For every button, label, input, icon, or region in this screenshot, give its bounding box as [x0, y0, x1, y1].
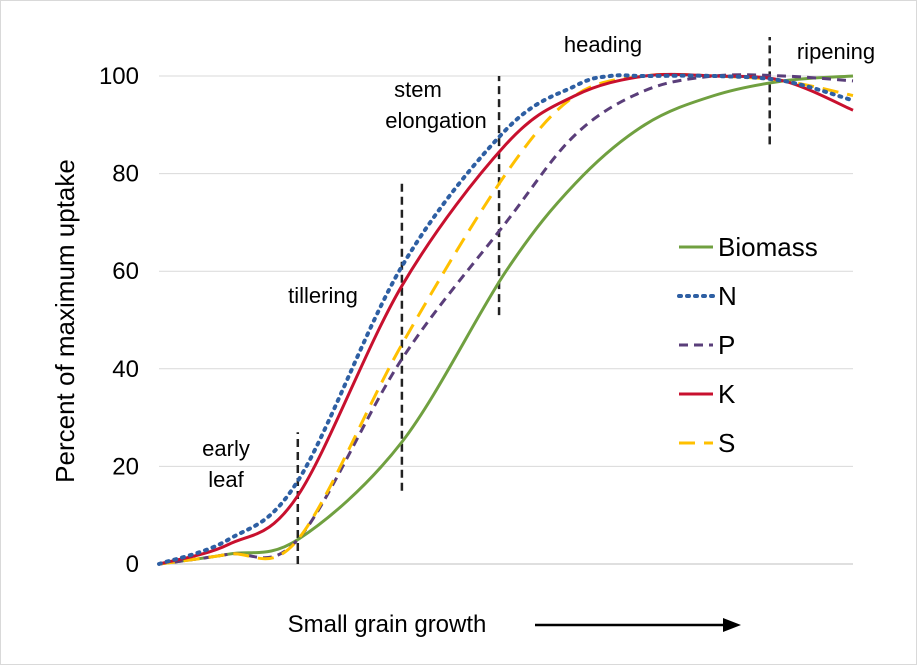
y-tick-40: 40 [112, 356, 139, 383]
legend-label-n: N [718, 281, 737, 311]
legend-label-k: K [718, 379, 736, 409]
series-line-n [157, 73, 855, 566]
gridlines [159, 75, 853, 565]
y-tick-80: 80 [112, 161, 139, 188]
y-tick-100: 100 [99, 63, 139, 90]
y-tick-labels: 0 20 40 60 80 100 [99, 63, 139, 578]
annotation-early-leaf-2: leaf [208, 467, 244, 492]
series-lines [157, 72, 855, 566]
x-direction-arrow [535, 618, 741, 632]
series-line-biomass [158, 74, 854, 566]
y-tick-60: 60 [112, 258, 139, 285]
annotation-tillering: tillering [288, 283, 358, 308]
y-tick-20: 20 [112, 453, 139, 480]
annotation-ripening: ripening [797, 39, 875, 64]
annotation-heading: heading [564, 32, 642, 57]
legend-label-p: P [718, 330, 735, 360]
stage-annotations: early leaf tillering stem elongation hea… [202, 32, 875, 492]
legend-label-biomass: Biomass [718, 232, 818, 262]
series-line-p [158, 73, 854, 566]
series-line-k [158, 72, 854, 566]
stage-markers [296, 36, 771, 564]
y-tick-0: 0 [126, 551, 139, 578]
legend-label-s: S [718, 428, 735, 458]
y-axis-label: Percent of maximum uptake [50, 159, 80, 483]
series-line-s [158, 72, 854, 566]
annotation-stem-1: stem [394, 77, 442, 102]
x-axis-label: Small grain growth [288, 611, 487, 638]
annotation-early-leaf-1: early [202, 436, 250, 461]
annotation-stem-2: elongation [385, 108, 487, 133]
